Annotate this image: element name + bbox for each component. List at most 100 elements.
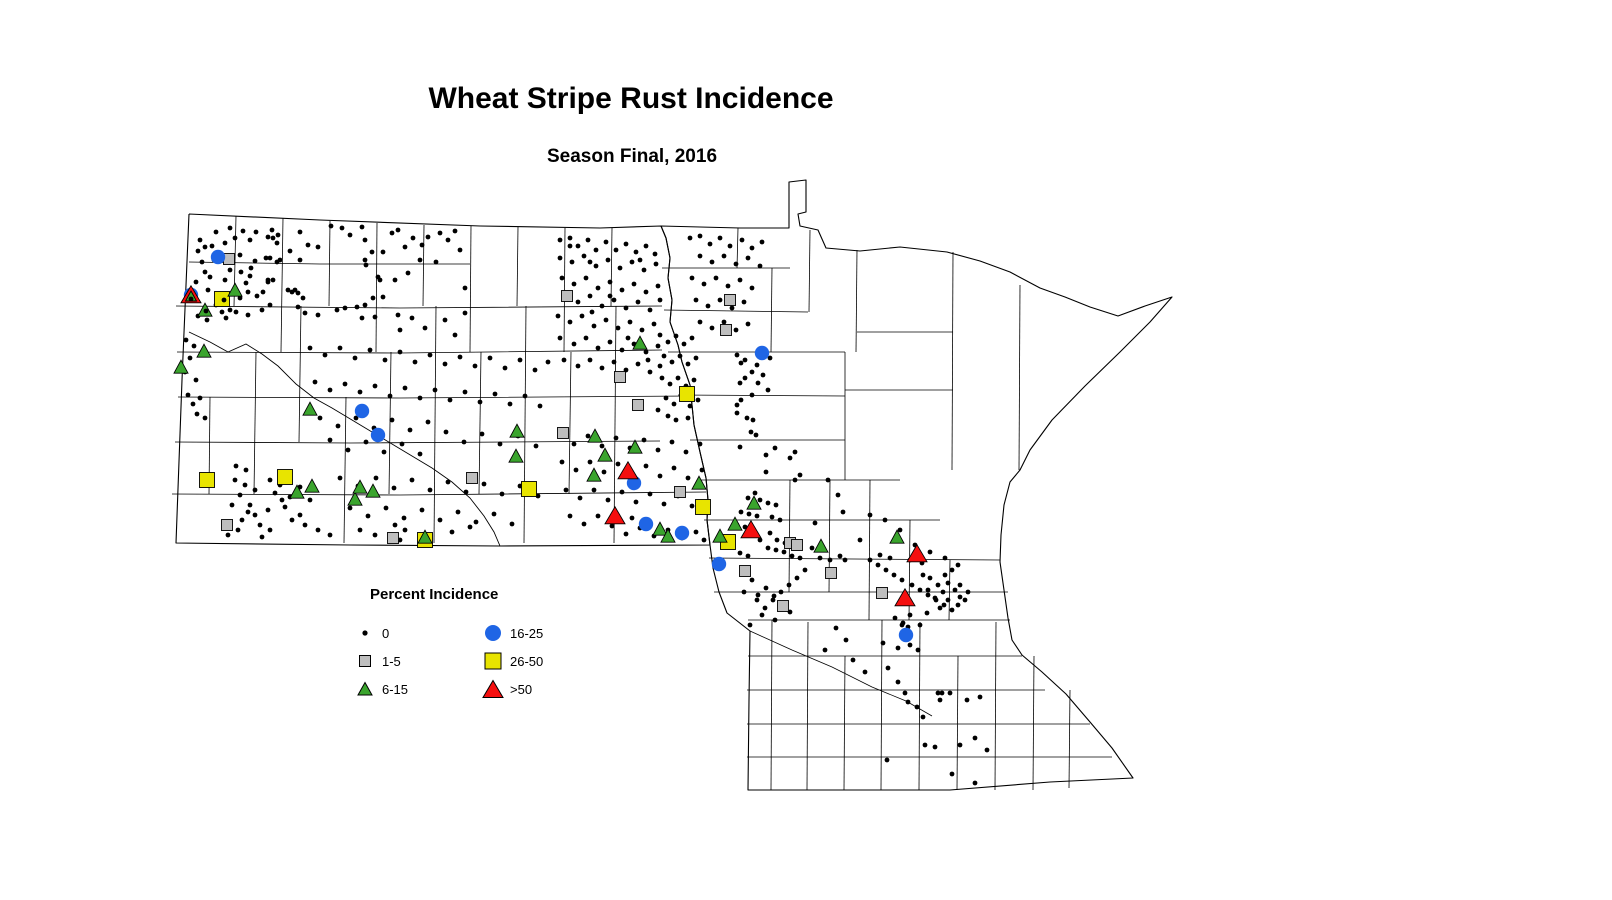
map-marker-dot-0: [932, 744, 938, 750]
map-marker-dot-0: [245, 509, 251, 515]
map-marker-dot-0: [307, 497, 313, 503]
map-marker-dot-0: [601, 469, 607, 475]
map-marker-dot-0: [862, 669, 868, 675]
map-marker-dot-0: [270, 277, 276, 283]
map-marker-square-1-5: [561, 290, 573, 302]
map-marker-dot-0: [285, 287, 291, 293]
map-marker-square-1-5: [876, 587, 888, 599]
map-marker-dot-0: [481, 481, 487, 487]
map-marker-square-1-5: [777, 600, 789, 612]
legend-label: 16-25: [510, 625, 544, 641]
map-marker-dot-0: [945, 597, 951, 603]
map-marker-dot-0: [955, 602, 961, 608]
river-line: [188, 331, 501, 547]
map-marker-circle-16-25: [370, 427, 386, 443]
county-boundary: [388, 351, 392, 495]
county-boundary: [422, 224, 425, 307]
map-marker-dot-0: [729, 305, 735, 311]
map-marker-dot-0: [569, 259, 575, 265]
map-marker-dot-0: [213, 229, 219, 235]
map-marker-dot-0: [363, 262, 369, 268]
map-marker-dot-0: [491, 511, 497, 517]
map-marker-dot-0: [205, 287, 211, 293]
map-marker-dot-0: [242, 482, 248, 488]
county-boundary: [843, 655, 846, 791]
map-marker-dot-0: [927, 549, 933, 555]
map-marker-dot-0: [581, 253, 587, 259]
map-marker-dot-0: [209, 243, 215, 249]
map-marker-dot-0: [778, 589, 784, 595]
map-marker-dot-0: [755, 592, 761, 598]
map-marker-triangle-6-15: [352, 479, 368, 494]
map-marker-dot-0: [683, 449, 689, 455]
map-marker-square-1-5: [557, 427, 569, 439]
map-marker-square-1-5: [791, 539, 803, 551]
map-marker-dot-0: [419, 242, 425, 248]
map-marker-dot-0: [763, 585, 769, 591]
map-marker-dot-0: [561, 357, 567, 363]
map-marker-dot-0: [259, 534, 265, 540]
map-marker-dot-0: [442, 317, 448, 323]
map-marker-dot-0: [229, 502, 235, 508]
map-marker-dot-0: [240, 228, 246, 234]
map-marker-dot-0: [757, 497, 763, 503]
map-marker-dot-0: [587, 293, 593, 299]
map-marker-dot-0: [391, 485, 397, 491]
map-marker-dot-0: [410, 235, 416, 241]
page-subtitle: Season Final, 2016: [546, 146, 718, 167]
map-marker-dot-0: [947, 690, 953, 696]
map-marker-triangle-6-15: [302, 401, 318, 416]
map-marker-dot-0: [673, 417, 679, 423]
map-marker-dot-0: [701, 281, 707, 287]
map-marker-dot-0: [882, 517, 888, 523]
map-marker-dot-0: [762, 605, 768, 611]
map-marker-dot-0: [603, 317, 609, 323]
map-marker-dot-0: [557, 335, 563, 341]
map-marker-square-1-5: [739, 565, 751, 577]
map-marker-triangle-6-15: [304, 478, 320, 493]
map-marker-dot-0: [555, 313, 561, 319]
map-marker-dot-0: [701, 537, 707, 543]
map-marker-dot-0: [363, 439, 369, 445]
map-marker-dot-0: [941, 602, 947, 608]
map-marker-dot-0: [741, 589, 747, 595]
county-boundary: [613, 305, 617, 544]
map-marker-dot-0: [613, 247, 619, 253]
legend-label: >50: [510, 681, 533, 697]
map-marker-dot-0: [412, 359, 418, 365]
map-marker-dot-0: [297, 257, 303, 263]
map-marker-dot-0: [369, 249, 375, 255]
map-marker-dot-0: [657, 473, 663, 479]
map-marker-dot-0: [607, 339, 613, 345]
map-marker-dot-0: [835, 492, 841, 498]
county-boundary: [749, 630, 933, 717]
map-marker-triangle-gt50: [604, 505, 626, 525]
map-marker-dot-0: [409, 315, 415, 321]
map-marker-dot-0: [924, 610, 930, 616]
map-marker-dot-0: [260, 289, 266, 295]
map-marker-dot-0: [917, 622, 923, 628]
map-marker-dot-0: [455, 509, 461, 515]
map-marker-dot-0: [499, 491, 505, 497]
map-marker-dot-0: [193, 377, 199, 383]
map-marker-dot-0: [667, 381, 673, 387]
map-marker-dot-0: [302, 310, 308, 316]
map-marker-dot-0: [381, 449, 387, 455]
map-marker-dot-0: [227, 307, 233, 313]
map-marker-dot-0: [507, 401, 513, 407]
map-marker-dot-0: [689, 503, 695, 509]
map-marker-dot-0: [477, 399, 483, 405]
map-marker-dot-0: [591, 487, 597, 493]
map-marker-dot-0: [222, 240, 228, 246]
map-marker-dot-0: [417, 257, 423, 263]
map-marker-dot-0: [571, 281, 577, 287]
map-marker-dot-0: [603, 239, 609, 245]
map-marker-square-1-5: [221, 519, 233, 531]
map-marker-dot-0: [713, 275, 719, 281]
map-marker-dot-0: [749, 285, 755, 291]
map-marker-dot-0: [697, 253, 703, 259]
map-marker-dot-0: [509, 521, 515, 527]
legend-item-0: 0: [352, 619, 480, 647]
triangle-icon: [480, 678, 506, 700]
map-marker-dot-0: [734, 402, 740, 408]
